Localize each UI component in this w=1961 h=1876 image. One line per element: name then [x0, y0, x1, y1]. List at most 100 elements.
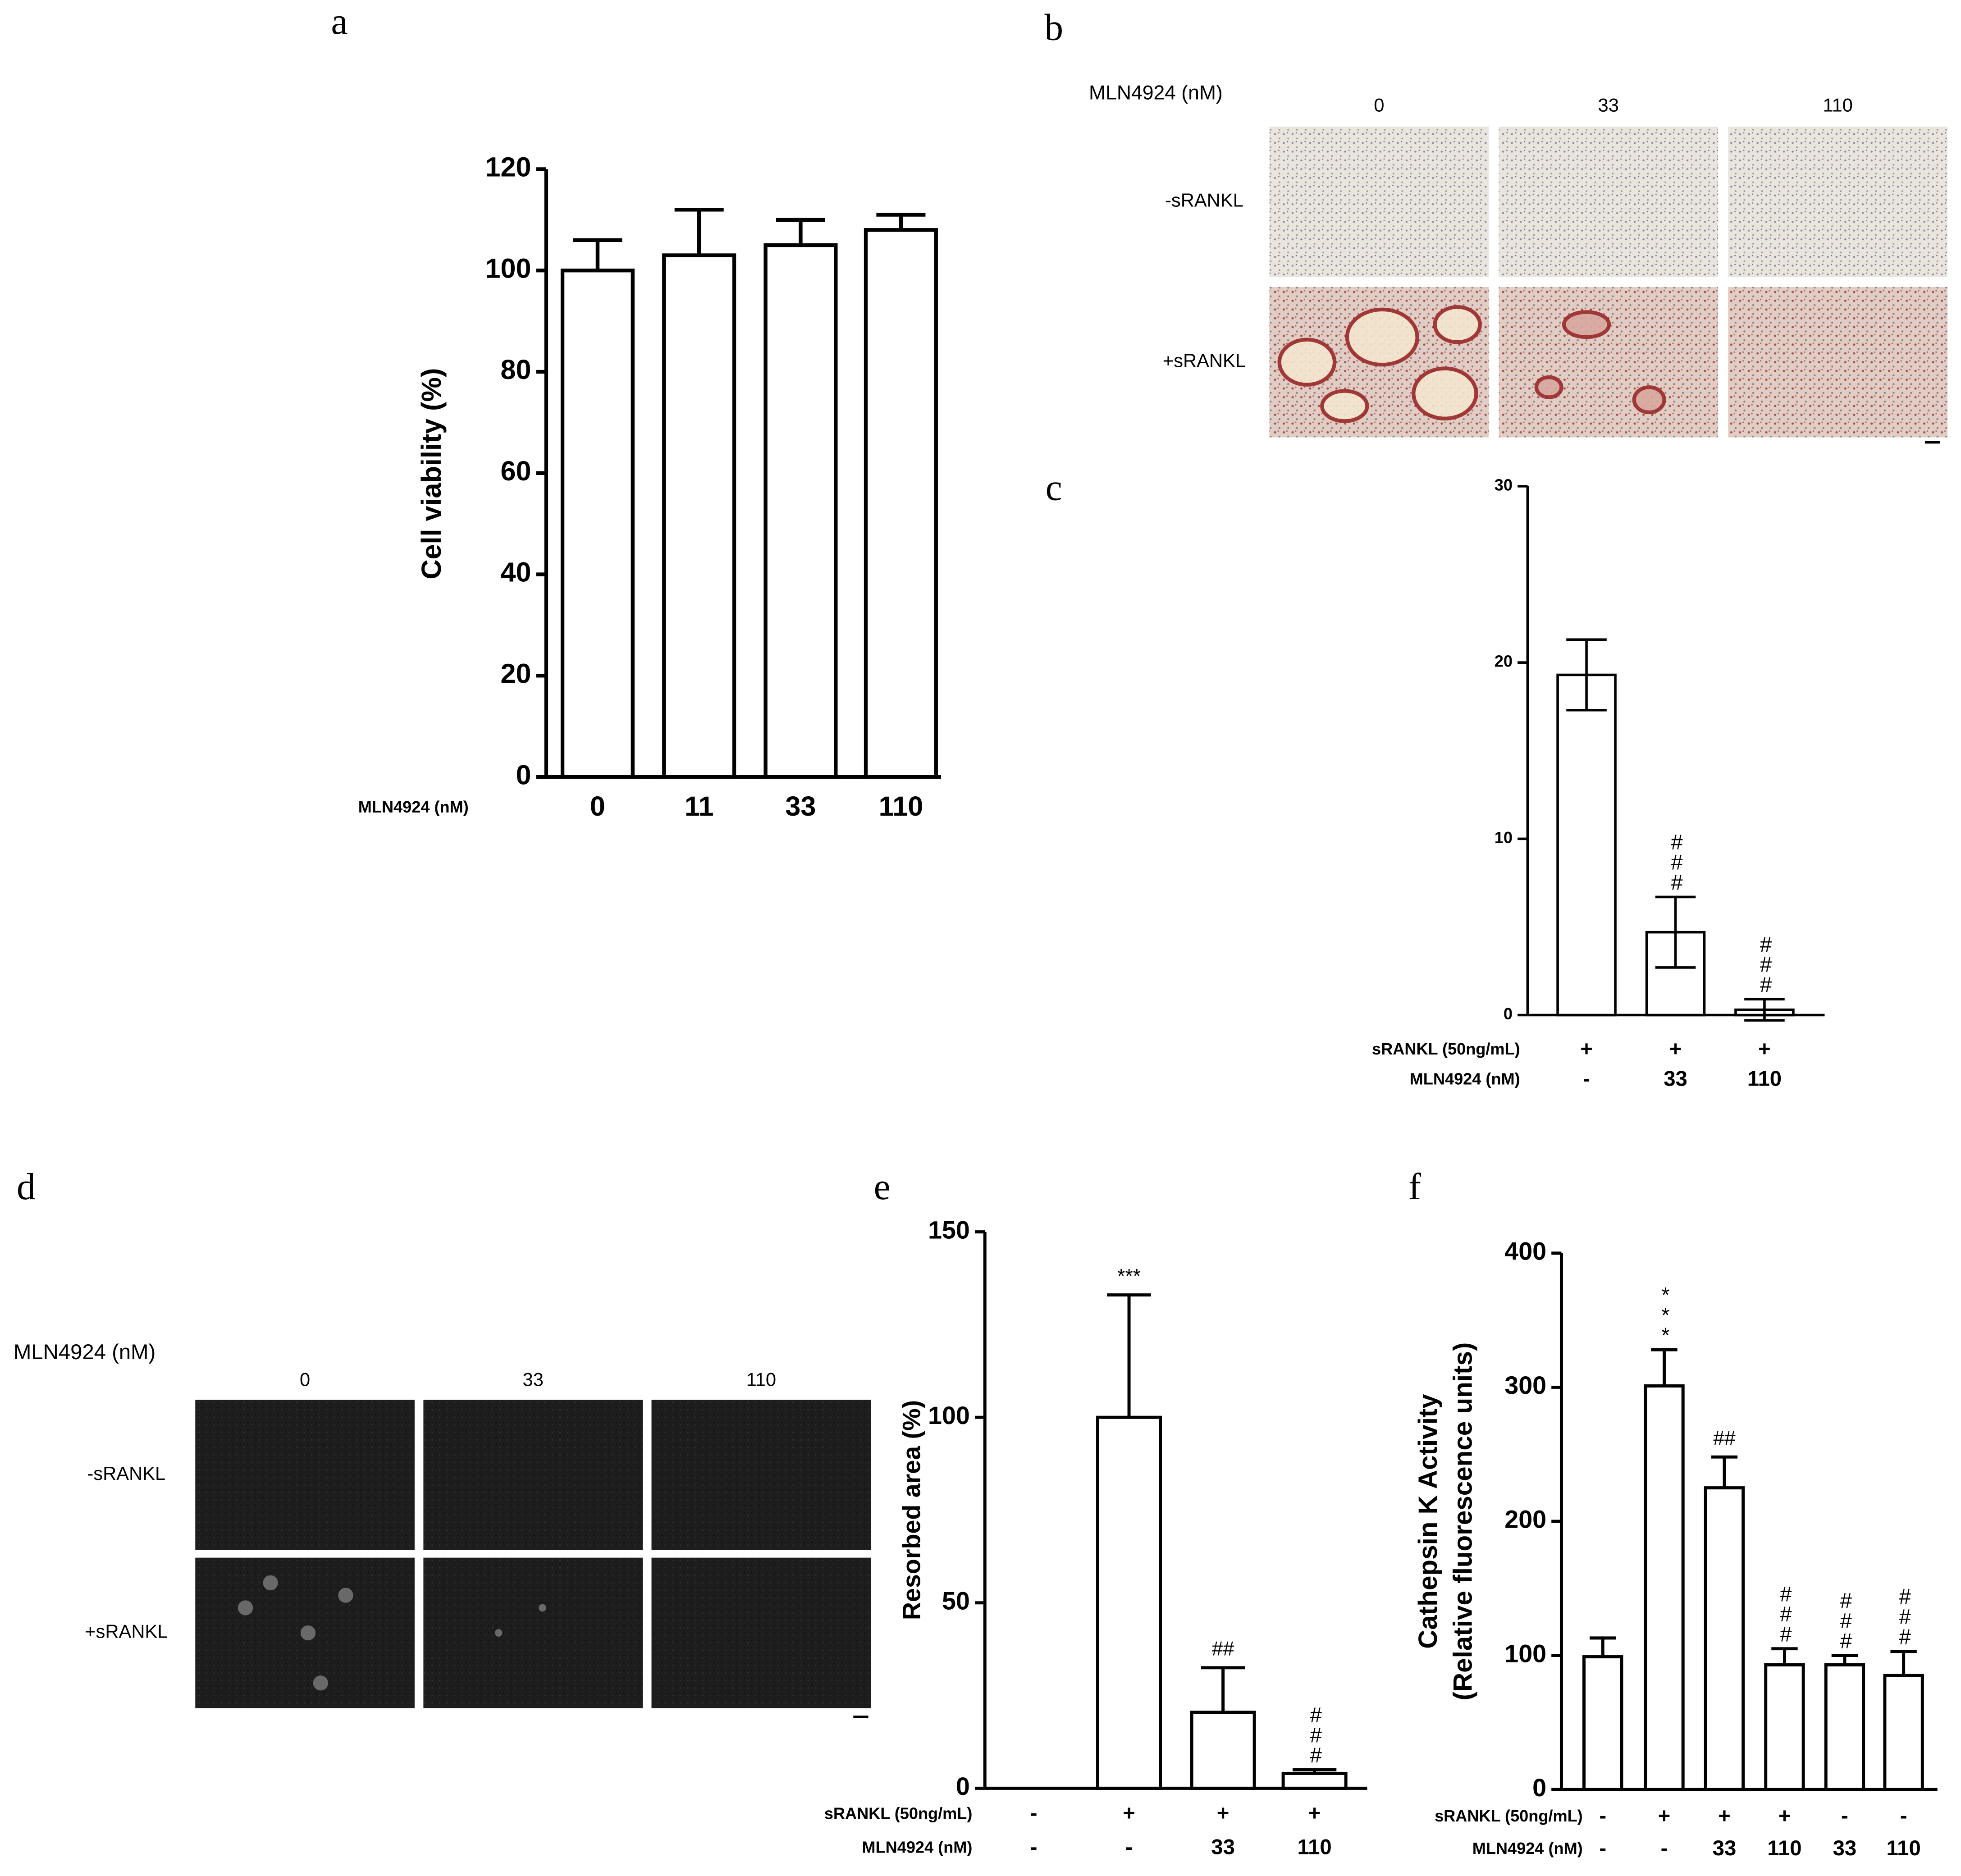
stain: [1632, 385, 1666, 415]
micrograph: [1269, 126, 1489, 277]
significance-label: ###: [1304, 1703, 1328, 1764]
condition-value: +: [1658, 1804, 1671, 1828]
bar: [1096, 1415, 1162, 1790]
bar: [662, 253, 736, 779]
y-axis-label: Cathepsin K Activity: [1413, 1394, 1443, 1649]
error-bar: [776, 218, 825, 246]
y-tick-label: 0: [956, 1772, 970, 1800]
condition-value: -: [1661, 1836, 1668, 1860]
y-tick-label: 10: [1495, 828, 1513, 847]
y-tick-label: 0: [1504, 1004, 1513, 1023]
condition-value: -: [1900, 1804, 1907, 1828]
error-bar: [1831, 1654, 1858, 1665]
condition-value: -: [1030, 1801, 1038, 1825]
condition-value: +: [1758, 1037, 1771, 1061]
panel-letter: a: [331, 1, 348, 42]
micrograph-column: 33: [1598, 94, 1619, 115]
panel-letter: d: [17, 1166, 36, 1208]
y-tick-label: 100: [928, 1401, 970, 1429]
error-bar: [1651, 1348, 1678, 1386]
condition-value: 33: [1713, 1836, 1737, 1860]
micrograph: [1499, 126, 1719, 277]
x-tick-label: 11: [685, 791, 714, 822]
condition-label: MLN4924 (nM): [1472, 1839, 1583, 1858]
y-axis-label: (Relative fluorescence units): [1449, 1342, 1478, 1701]
bar: [560, 269, 635, 779]
condition-value: -: [1583, 1067, 1590, 1091]
panel-letter: c: [1046, 467, 1062, 508]
micrograph: [1728, 126, 1947, 277]
micrograph-row: -sRANKL: [87, 1463, 165, 1484]
y-tick-label: 100: [485, 253, 531, 283]
error-bar: [1744, 998, 1785, 1022]
y-tick-label: 30: [1495, 476, 1513, 494]
y-tick-label: 300: [1504, 1371, 1546, 1399]
y-tick-label: 100: [1504, 1639, 1546, 1667]
y-axis-label: Cell viability (%): [416, 368, 447, 580]
significance-label: ###: [1754, 933, 1778, 993]
bar: [1764, 1663, 1805, 1791]
condition-value: +: [1718, 1804, 1731, 1828]
condition-label: MLN4924 (nM): [862, 1838, 972, 1856]
significance-label: ###: [1834, 1589, 1858, 1649]
significance-label: ##: [1713, 1427, 1736, 1449]
micrograph-column: 110: [746, 1369, 776, 1390]
error-bar: [1711, 1455, 1738, 1488]
condition-value: +: [1778, 1804, 1791, 1828]
bar: [1190, 1711, 1256, 1790]
y-tick-label: 150: [928, 1216, 970, 1244]
condition-label: sRANKL (50ng/mL): [1372, 1040, 1520, 1058]
x-tick-label: 33: [785, 791, 816, 822]
significance-label: ***: [1117, 1265, 1141, 1287]
bar: [1644, 1384, 1685, 1791]
micrograph: [651, 1400, 871, 1550]
bar: [763, 243, 838, 779]
bar: [1883, 1674, 1924, 1791]
condition-value: 33: [1664, 1067, 1687, 1091]
y-tick-label: 120: [485, 152, 531, 183]
condition-value: +: [1669, 1037, 1682, 1061]
stain: [1562, 310, 1611, 339]
stain: [1412, 366, 1478, 420]
micrograph: [651, 1557, 871, 1708]
micrograph: [423, 1400, 643, 1550]
x-axis-label: MLN4924 (nM): [358, 798, 469, 816]
pit: [539, 1604, 546, 1612]
stain: [1433, 305, 1482, 344]
error-bar: [1655, 895, 1696, 969]
significance-label: ##: [1212, 1638, 1234, 1660]
condition-value: 110: [1747, 1067, 1782, 1091]
y-tick-label: 60: [501, 456, 531, 486]
condition-value: 33: [1833, 1836, 1857, 1860]
micrograph-column: 33: [523, 1369, 544, 1390]
error-bar: [573, 238, 622, 271]
micrograph: [195, 1400, 415, 1550]
condition-value: -: [1599, 1836, 1606, 1860]
x-tick-label: 0: [590, 791, 605, 822]
bar: [864, 228, 938, 779]
condition-value: +: [1217, 1801, 1230, 1825]
pit: [238, 1600, 253, 1616]
pit: [313, 1675, 329, 1691]
y-tick-label: 80: [501, 354, 531, 385]
panel-letter: e: [874, 1166, 891, 1208]
condition-label: sRANKL (50ng/mL): [1435, 1807, 1583, 1825]
error-bar: [1771, 1647, 1798, 1665]
pit: [300, 1625, 316, 1641]
y-tick-label: 40: [501, 557, 531, 588]
error-bar: [876, 213, 926, 230]
micrograph-header: MLN4924 (nM): [14, 1340, 155, 1364]
micrograph-header: MLN4924 (nM): [1089, 82, 1223, 104]
condition-value: 110: [1767, 1836, 1801, 1860]
micrograph: [423, 1557, 643, 1708]
condition-value: -: [1030, 1835, 1038, 1859]
y-tick-label: 0: [1532, 1774, 1546, 1802]
x-tick-label: 110: [879, 791, 923, 822]
condition-value: +: [1123, 1801, 1135, 1825]
significance-label: ###: [1774, 1582, 1798, 1643]
pit: [263, 1575, 278, 1590]
condition-label: sRANKL (50ng/mL): [824, 1804, 973, 1822]
error-bar: [1566, 638, 1607, 712]
panel-letter: f: [1408, 1166, 1421, 1208]
condition-label: MLN4924 (nM): [1410, 1070, 1520, 1088]
